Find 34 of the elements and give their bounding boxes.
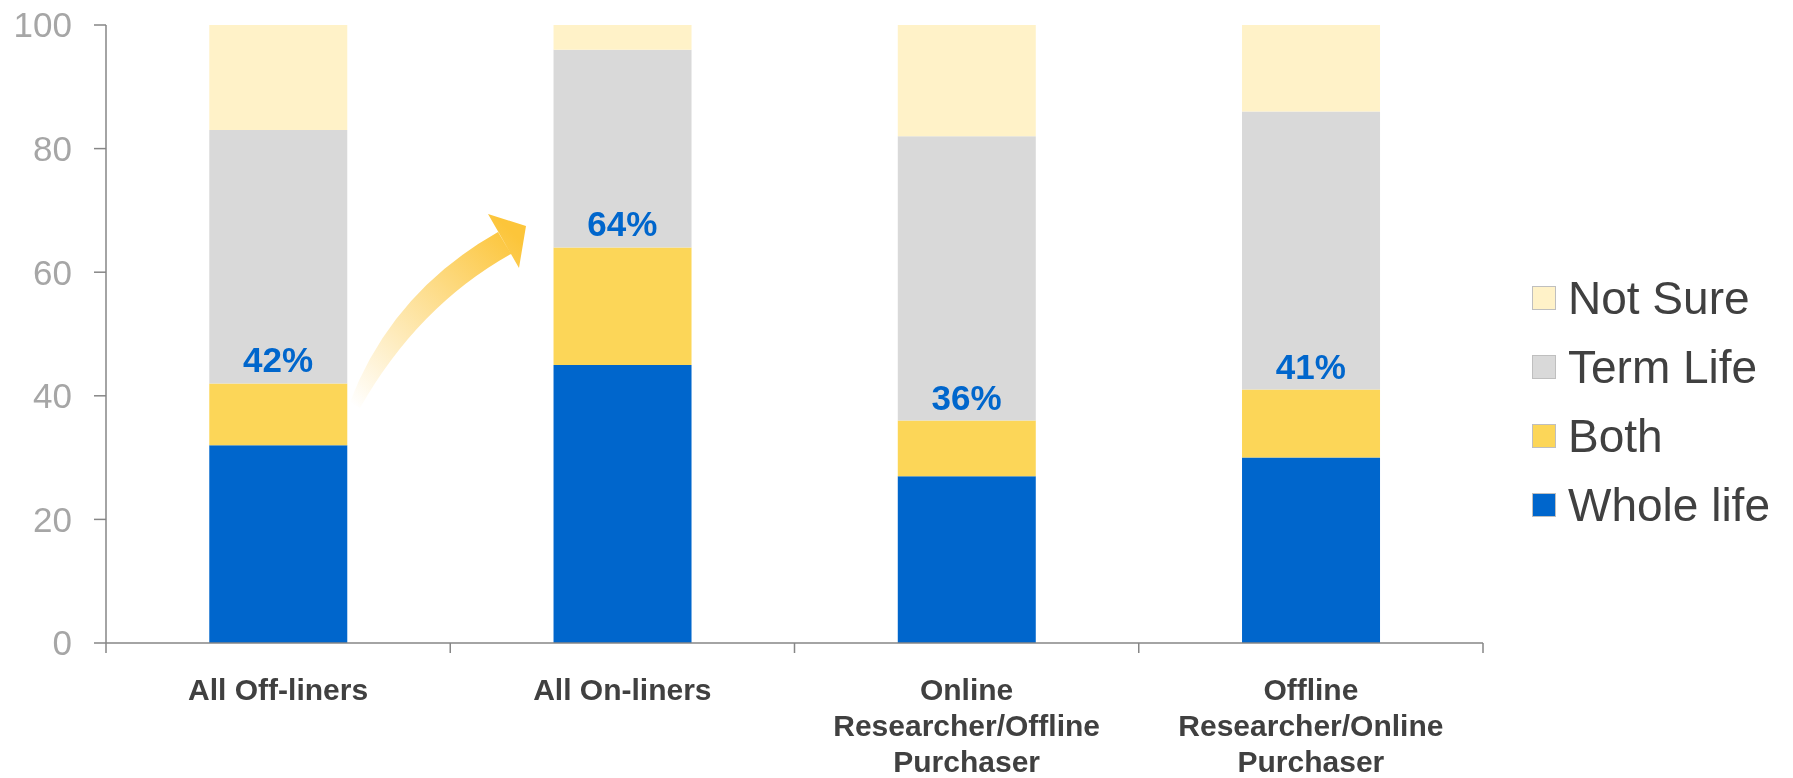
bar (1242, 389, 1381, 458)
bar (209, 383, 348, 446)
x-tick-label: All On-liners (533, 673, 712, 706)
y-tick-label: 0 (52, 623, 72, 663)
bar (897, 476, 1036, 643)
annotation: 64% (587, 204, 658, 244)
bar (553, 364, 692, 643)
bar (209, 130, 348, 384)
annotation: 36% (931, 377, 1002, 417)
bar (553, 247, 692, 365)
x-tick-label: All Off-liners (188, 673, 369, 706)
y-tick-label: 60 (33, 252, 72, 292)
bar (209, 445, 348, 643)
annotation: 42% (243, 340, 314, 380)
legend-label: Term Life (1568, 339, 1758, 394)
bar (1242, 457, 1381, 643)
legend-label: Not Sure (1568, 270, 1750, 325)
y-tick-label: 20 (33, 499, 72, 539)
bar (1242, 111, 1381, 390)
bar (209, 25, 348, 131)
y-tick-label: 100 (13, 5, 72, 45)
bar (897, 420, 1036, 477)
bar (553, 25, 692, 50)
bar (897, 136, 1036, 421)
x-tick-label: Online Researcher/Offline Purchaser (833, 673, 1101, 778)
y-tick-label: 80 (33, 129, 72, 169)
legend-label: Whole life (1568, 477, 1770, 532)
bar (897, 25, 1036, 137)
y-tick-label: 40 (33, 376, 72, 416)
annotation: 41% (1275, 346, 1346, 386)
bar (1242, 25, 1381, 112)
legend-label: Both (1568, 408, 1663, 463)
bar (553, 49, 692, 248)
x-tick-label: Offline Researcher/Online Purchaser (1178, 673, 1444, 778)
